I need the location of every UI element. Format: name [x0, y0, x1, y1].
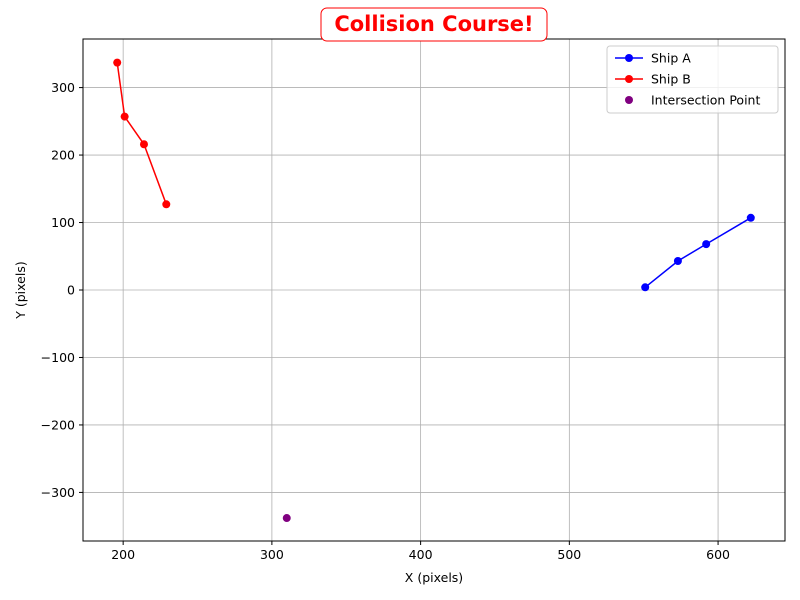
- legend-ship-a-label: Ship A: [651, 51, 691, 66]
- legend-intersection-point-label: Intersection Point: [651, 93, 760, 108]
- intersection-point-point: [282, 514, 291, 523]
- x-axis-label: X (pixels): [405, 570, 463, 585]
- grid: [83, 39, 785, 541]
- x-tick-label: 300: [260, 547, 284, 562]
- legend-ship-b-marker: [625, 75, 633, 83]
- y-axis-label: Y (pixels): [13, 261, 28, 319]
- ship-a-point: [673, 256, 682, 265]
- ship-b-point: [139, 140, 148, 149]
- x-tick-label: 400: [409, 547, 433, 562]
- plot-series: [113, 58, 755, 523]
- x-tick-label: 200: [111, 547, 135, 562]
- chart-title-box: Collision Course!: [320, 7, 548, 42]
- ship-b-line: [116, 62, 167, 205]
- legend: Ship A Ship B Intersection Point: [606, 45, 779, 114]
- ship-a-line: [644, 217, 752, 288]
- ship-a-point: [702, 240, 711, 249]
- legend-ship-b-label: Ship B: [651, 72, 691, 87]
- x-tick-label: 500: [557, 547, 581, 562]
- ship-b-point: [113, 58, 122, 67]
- ship-b-point: [162, 200, 171, 209]
- y-tick-label: −300: [41, 485, 75, 500]
- y-tick-label: −100: [41, 350, 75, 365]
- ship-a-point: [746, 213, 755, 222]
- x-tick-label: 600: [706, 547, 730, 562]
- y-tick-label: 100: [51, 215, 75, 230]
- legend-ship-a-marker: [625, 54, 633, 62]
- y-tick-label: 0: [67, 283, 75, 298]
- legend-frame: [606, 45, 779, 114]
- ship-a-point: [641, 283, 650, 292]
- ship-b-point: [120, 112, 129, 121]
- y-tick-label: 200: [51, 148, 75, 163]
- y-tick-label: 300: [51, 80, 75, 95]
- title-frame: [320, 7, 548, 42]
- ticks: 200 300 400 500 600 −300 −200 −100 0 100 200 300: [41, 80, 730, 562]
- chart-title: Collision Course!: [334, 12, 533, 36]
- legend-intersection-point-marker: [625, 96, 633, 104]
- y-tick-label: −200: [41, 417, 75, 432]
